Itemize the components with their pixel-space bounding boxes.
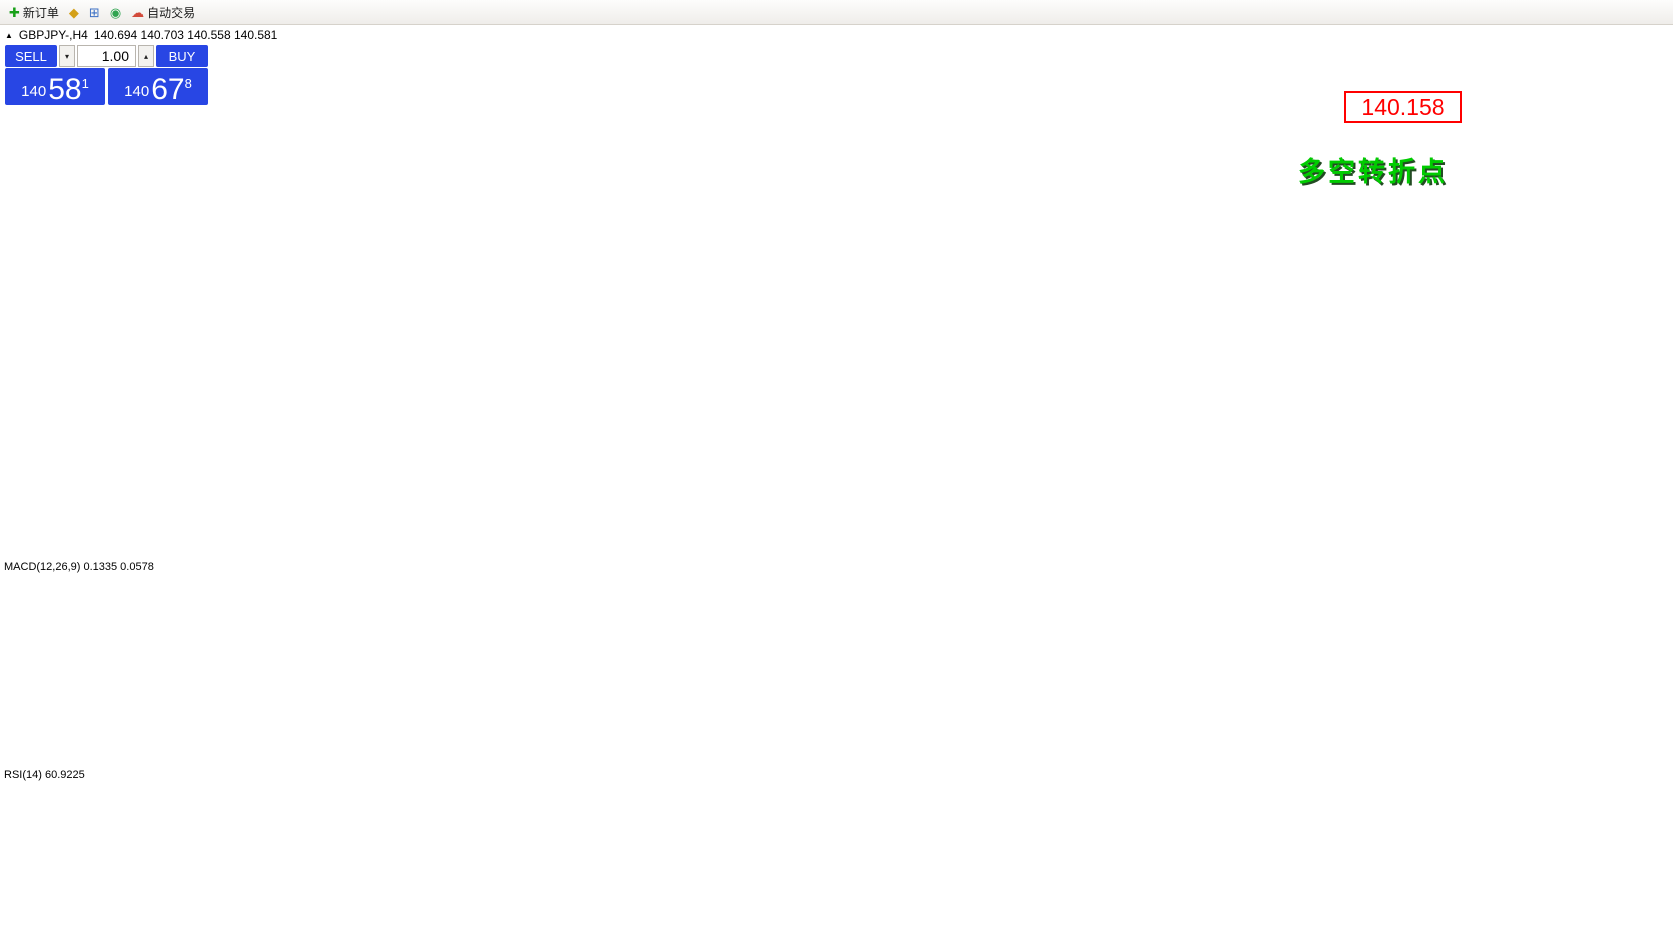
market-watch-button[interactable]: ◆	[64, 3, 84, 22]
toolbar: ✚ 新订单 ◆ ⊞ ◉ ☁ 自动交易	[0, 0, 1673, 25]
symbol-period-label: GBPJPY-,H4	[18, 28, 88, 42]
buy-price-sup: 8	[184, 76, 192, 91]
chart-title: ▲ GBPJPY-,H4 140.694 140.703 140.558 140…	[5, 28, 277, 42]
auto-trading-button-label: 自动交易	[147, 5, 196, 20]
sell-price-sup: 1	[81, 76, 89, 91]
new-order-button[interactable]: ✚ 新订单	[4, 1, 64, 24]
data-window-icon: ⊞	[88, 4, 100, 20]
sell-price-button[interactable]: 140 58 1	[5, 68, 105, 105]
rsi-indicator-label: RSI(14) 60.9225	[4, 769, 85, 781]
new-order-icon: ✚	[9, 4, 20, 20]
buy-price-big: 67	[151, 73, 185, 106]
volume-down-button[interactable]: ▾	[59, 45, 75, 67]
signals-button[interactable]: ◉	[105, 3, 126, 22]
price-callout-box[interactable]: 140.158	[1344, 91, 1462, 123]
sell-button[interactable]: SELL	[5, 45, 57, 67]
sell-price-prefix: 140	[21, 83, 47, 100]
ohlc-values: 140.694 140.703 140.558 140.581	[93, 28, 278, 42]
auto-trading-icon: ☁	[131, 4, 145, 20]
one-click-trading-panel: SELL ▾ ▴ BUY 140 58 1 140 67 8	[5, 45, 208, 105]
volume-up-button[interactable]: ▴	[138, 45, 154, 67]
sell-price-big: 58	[48, 73, 82, 106]
market-watch-icon: ◆	[68, 4, 79, 20]
signals-icon: ◉	[109, 4, 122, 20]
buy-price-prefix: 140	[124, 83, 150, 100]
collapse-panel-icon[interactable]: ▲	[5, 30, 13, 40]
turning-point-annotation[interactable]: 多空转折点	[1298, 157, 1448, 187]
volume-input[interactable]	[77, 45, 136, 67]
buy-price-button[interactable]: 140 67 8	[108, 68, 208, 105]
buy-button[interactable]: BUY	[156, 45, 208, 67]
new-order-button-label: 新订单	[22, 5, 59, 20]
data-window-button[interactable]: ⊞	[84, 3, 105, 22]
auto-trading-button[interactable]: ☁ 自动交易	[126, 1, 200, 24]
macd-indicator-label: MACD(12,26,9) 0.1335 0.0578	[4, 561, 154, 573]
